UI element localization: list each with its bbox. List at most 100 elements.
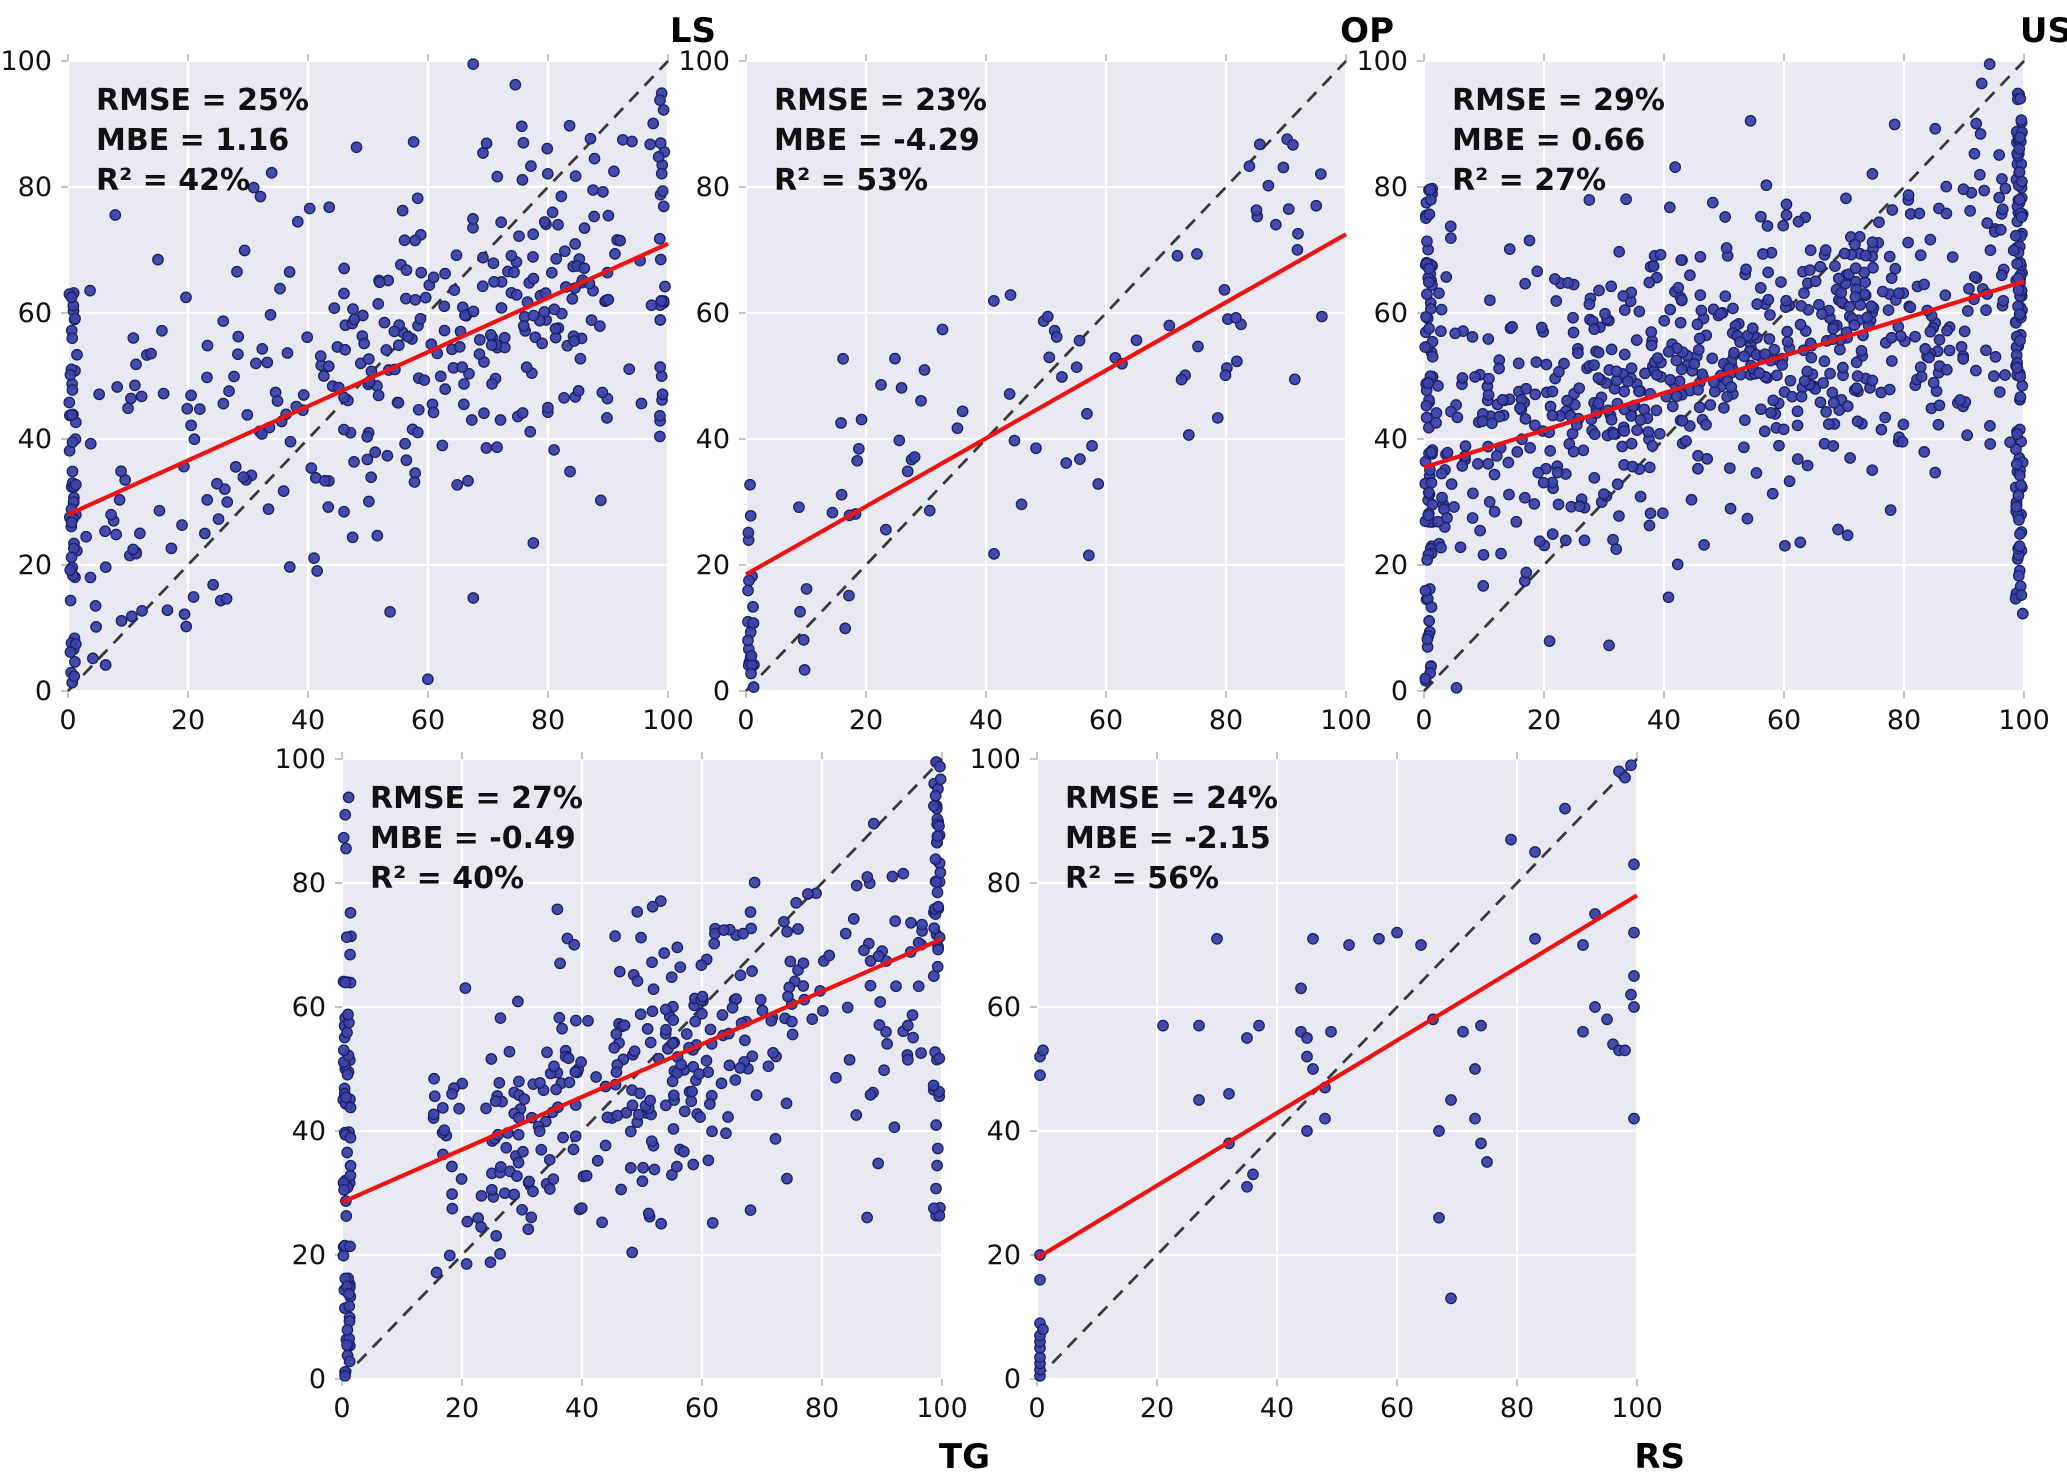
data-point xyxy=(784,955,797,968)
data-point xyxy=(525,1211,538,1224)
data-point xyxy=(1435,303,1448,316)
data-point xyxy=(830,1071,842,1084)
data-point xyxy=(839,927,852,940)
data-point xyxy=(1430,416,1442,429)
data-point xyxy=(747,617,760,629)
data-point xyxy=(850,879,863,892)
data-point xyxy=(1676,294,1688,306)
data-point xyxy=(1553,366,1565,378)
data-point xyxy=(490,1229,503,1242)
data-point xyxy=(1795,300,1807,312)
data-point xyxy=(363,353,375,365)
data-point xyxy=(1611,478,1624,491)
data-point xyxy=(538,216,551,228)
data-point xyxy=(928,922,941,935)
data-point xyxy=(850,1109,863,1121)
data-point xyxy=(99,561,112,574)
data-point xyxy=(1954,394,1966,406)
data-point xyxy=(1684,269,1696,282)
data-point xyxy=(696,1007,708,1020)
data-point xyxy=(1253,1019,1265,1032)
data-point xyxy=(512,1128,525,1141)
data-point xyxy=(129,379,141,392)
data-point xyxy=(1269,218,1282,231)
data-point xyxy=(1867,261,1879,274)
data-point xyxy=(130,358,142,371)
data-point xyxy=(187,591,200,603)
data-point xyxy=(89,600,102,612)
data-point xyxy=(1422,509,1435,522)
data-point xyxy=(742,584,754,597)
data-point xyxy=(1929,122,1942,135)
data-point xyxy=(608,165,620,178)
data-point xyxy=(1618,304,1631,316)
data-point xyxy=(1621,375,1634,388)
data-point xyxy=(476,280,489,293)
data-point xyxy=(188,433,201,446)
data-point xyxy=(527,537,540,549)
data-point xyxy=(1481,1156,1493,1168)
data-point xyxy=(746,1050,759,1063)
data-point xyxy=(907,1031,919,1044)
data-point xyxy=(1618,425,1631,437)
data-point xyxy=(439,267,451,280)
data-point xyxy=(1850,356,1863,369)
data-point xyxy=(930,1182,942,1195)
data-point xyxy=(1873,216,1885,229)
y-tick-label: 40 xyxy=(17,424,52,455)
data-point xyxy=(1780,294,1792,307)
data-point xyxy=(635,397,648,410)
data-point xyxy=(1993,149,2006,161)
data-point xyxy=(99,525,111,538)
data-point xyxy=(400,454,413,467)
x-tick-label: 40 xyxy=(1259,1393,1295,1424)
data-point xyxy=(549,322,562,335)
data-point xyxy=(657,200,670,213)
data-point xyxy=(678,1105,691,1118)
data-point xyxy=(486,378,498,390)
data-point xyxy=(1980,304,1992,316)
data-point xyxy=(212,513,225,525)
data-point xyxy=(517,1145,529,1158)
data-point xyxy=(1653,428,1666,440)
data-point xyxy=(1503,243,1516,255)
data-point xyxy=(616,133,629,146)
data-point xyxy=(1422,377,1435,389)
data-point xyxy=(1724,462,1736,475)
data-point xyxy=(1456,372,1469,384)
data-point xyxy=(438,300,451,313)
data-point xyxy=(297,389,310,401)
data-point xyxy=(265,166,278,179)
data-point xyxy=(667,1014,680,1027)
x-tick-label: 0 xyxy=(1028,1393,1046,1424)
data-point xyxy=(1834,343,1846,356)
data-point xyxy=(1253,138,1266,151)
data-point xyxy=(548,1060,560,1073)
data-point xyxy=(438,324,451,337)
data-point xyxy=(427,271,440,284)
data-point xyxy=(1814,396,1827,409)
stats-line: R² = 56% xyxy=(1065,861,1220,896)
data-point xyxy=(1784,374,1797,387)
data-point xyxy=(1316,310,1328,323)
data-point xyxy=(1719,290,1732,303)
data-point xyxy=(1753,367,1766,379)
data-point xyxy=(343,1300,356,1313)
data-point xyxy=(241,409,254,421)
data-point xyxy=(1540,358,1553,371)
data-point xyxy=(1433,287,1445,300)
data-point xyxy=(1250,204,1263,217)
data-point xyxy=(569,170,582,182)
data-point xyxy=(897,867,910,880)
data-point xyxy=(628,1045,641,1058)
data-point xyxy=(512,995,524,1008)
data-point xyxy=(1973,168,1986,181)
data-point xyxy=(348,456,360,468)
data-point xyxy=(508,266,520,279)
data-point xyxy=(134,527,146,540)
data-point xyxy=(247,181,260,194)
data-point xyxy=(2014,334,2026,347)
data-point xyxy=(609,248,621,260)
data-point xyxy=(646,956,658,969)
data-point xyxy=(1523,234,1536,247)
